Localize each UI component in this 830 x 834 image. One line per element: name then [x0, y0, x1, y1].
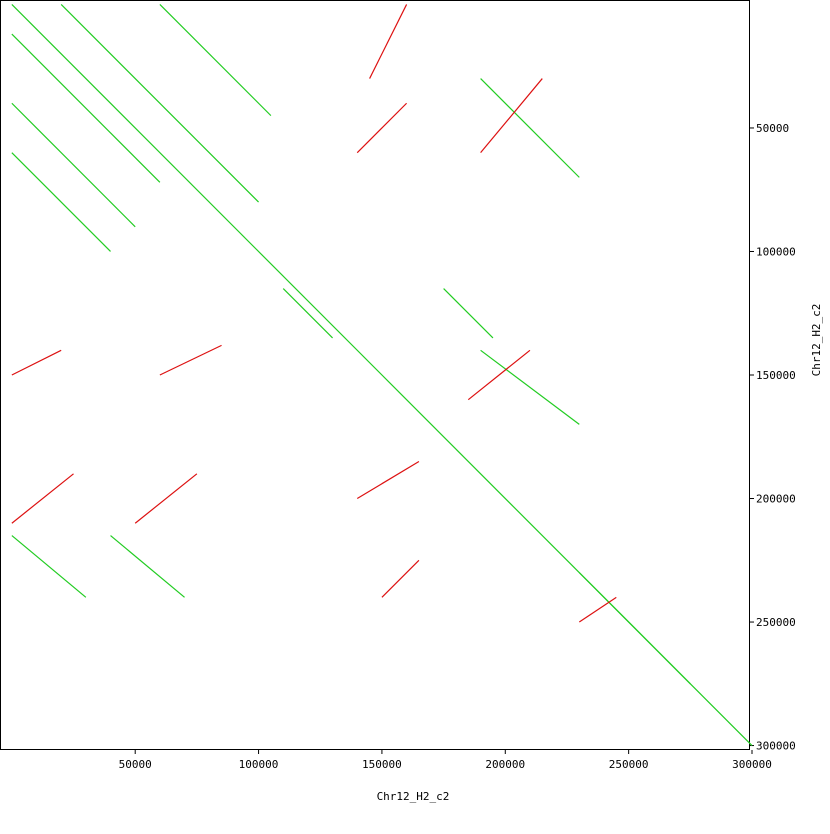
alignment-segment	[11, 33, 161, 183]
y-tick-label: 100000	[756, 245, 796, 258]
alignment-segment	[11, 152, 111, 252]
alignment-segment	[369, 4, 408, 79]
x-tick-label: 100000	[239, 758, 279, 771]
alignment-segment	[381, 559, 420, 598]
x-tick-label: 300000	[732, 758, 772, 771]
alignment-segment	[159, 4, 272, 117]
alignment-segment	[282, 288, 334, 339]
x-tick-label: 50000	[119, 758, 152, 771]
y-tick-label: 200000	[756, 493, 796, 506]
alignment-segment	[356, 460, 420, 500]
alignment-segment	[480, 78, 580, 178]
alignment-segment	[11, 473, 74, 524]
alignment-segment	[467, 349, 531, 401]
alignment-segment	[480, 349, 580, 425]
y-tick-label: 300000	[756, 740, 796, 753]
alignment-segment	[60, 4, 259, 203]
x-tick-label: 200000	[485, 758, 525, 771]
x-axis-title: Chr12_H2_c2	[377, 790, 450, 803]
plot-frame	[0, 0, 750, 750]
alignment-segment	[356, 102, 408, 154]
y-tick-label: 50000	[756, 122, 789, 135]
x-tick-label: 250000	[609, 758, 649, 771]
alignment-segment	[11, 102, 136, 228]
alignment-segment	[134, 473, 198, 524]
alignment-segment	[443, 288, 494, 339]
alignment-segment	[578, 596, 617, 623]
x-tick-label: 150000	[362, 758, 402, 771]
y-tick-label: 250000	[756, 616, 796, 629]
alignment-segment	[11, 349, 62, 376]
y-axis-title: Chr12_H2_c2	[810, 304, 823, 377]
alignment-segment	[480, 78, 543, 154]
y-tick-label: 150000	[756, 369, 796, 382]
alignment-segment	[11, 535, 87, 598]
alignment-segment	[578, 572, 691, 685]
alignment-segment	[110, 535, 185, 598]
alignment-segment	[159, 344, 222, 376]
